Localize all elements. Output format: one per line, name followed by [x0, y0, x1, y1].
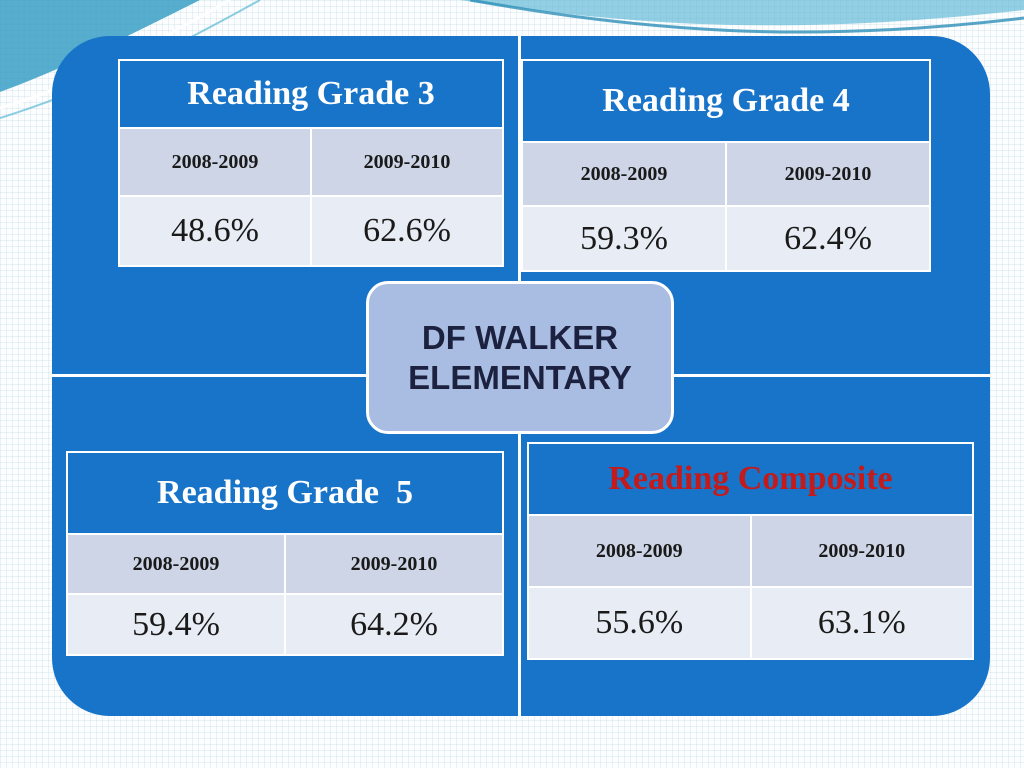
- percent-value: 59.3%: [521, 205, 727, 272]
- table-title: Reading Grade 4: [521, 59, 931, 143]
- year-header: 2009-2010: [284, 533, 504, 595]
- table-reading-grade-5: Reading Grade 5 2008-2009 2009-2010 59.4…: [66, 451, 504, 656]
- year-header: 2009-2010: [310, 127, 504, 197]
- percent-value: 59.4%: [66, 593, 286, 656]
- year-header: 2009-2010: [725, 141, 931, 207]
- school-name-line-1: DF WALKER: [421, 318, 619, 356]
- school-name-line-2: ELEMENTARY: [408, 358, 632, 396]
- percent-value: 48.6%: [118, 195, 312, 267]
- percent-value: 62.6%: [310, 195, 504, 267]
- year-header: 2008-2009: [118, 127, 312, 197]
- percent-value: 62.4%: [725, 205, 931, 272]
- table-title: Reading Grade 3: [118, 59, 504, 129]
- school-name-label: DF WALKER ELEMENTARY: [408, 318, 632, 398]
- table-reading-grade-3: Reading Grade 3 2008-2009 2009-2010 48.6…: [118, 59, 504, 267]
- year-header: 2008-2009: [527, 514, 752, 588]
- percent-value: 64.2%: [284, 593, 504, 656]
- percent-value: 55.6%: [527, 586, 752, 660]
- year-header: 2008-2009: [521, 141, 727, 207]
- percent-value: 63.1%: [749, 586, 974, 660]
- year-header: 2009-2010: [749, 514, 974, 588]
- school-name-box: DF WALKER ELEMENTARY: [366, 281, 674, 434]
- table-reading-grade-4: Reading Grade 4 2008-2009 2009-2010 59.3…: [521, 59, 931, 272]
- table-reading-composite: Reading Composite 2008-2009 2009-2010 55…: [527, 442, 974, 660]
- table-title: Reading Composite: [527, 442, 974, 516]
- table-title: Reading Grade 5: [66, 451, 504, 535]
- year-header: 2008-2009: [66, 533, 286, 595]
